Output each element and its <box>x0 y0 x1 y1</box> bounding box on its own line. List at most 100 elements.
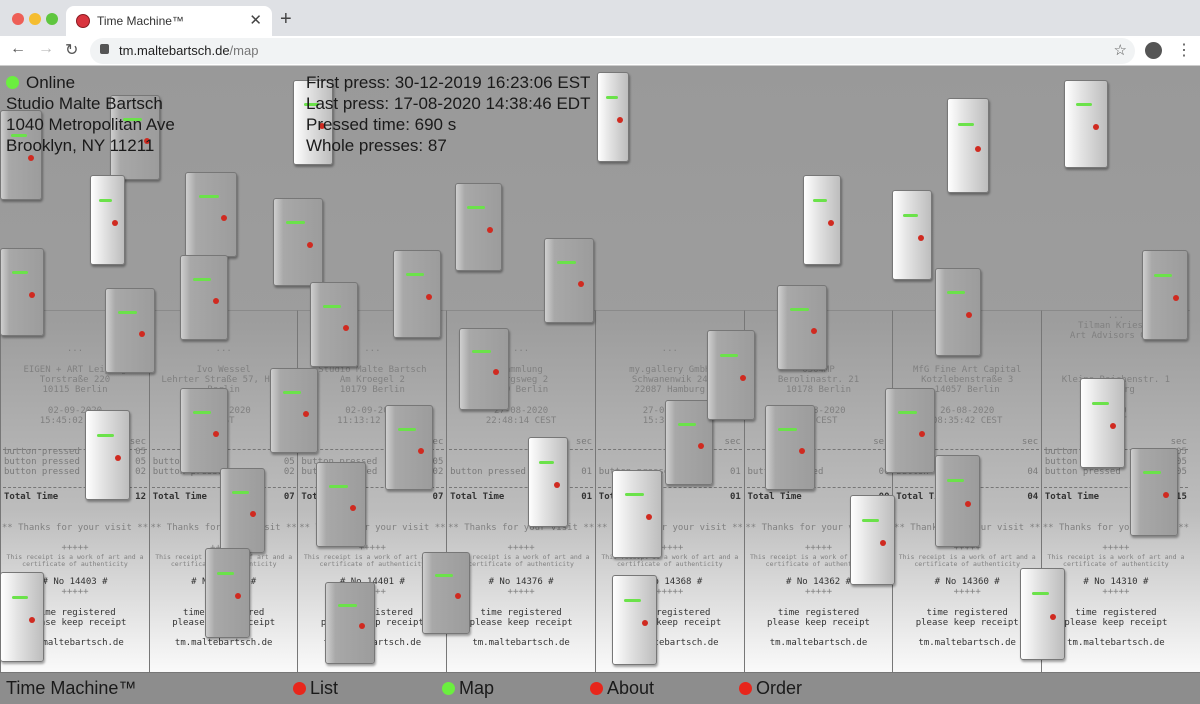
green-led-icon <box>11 133 27 137</box>
time-machine-box-marker[interactable] <box>270 368 318 453</box>
time-machine-box-marker[interactable] <box>90 175 125 265</box>
studio-city: Brooklyn, NY 11211 <box>6 136 155 155</box>
new-tab-button[interactable]: + <box>280 8 292 30</box>
time-machine-box-marker[interactable] <box>316 462 366 547</box>
back-icon[interactable]: ← <box>10 40 26 57</box>
divider <box>300 449 445 450</box>
time-machine-box-marker[interactable] <box>885 388 935 473</box>
receipt-total: Total Time 12 <box>4 492 146 502</box>
window-close-button[interactable] <box>12 13 24 25</box>
receipt-line: please keep receipt <box>1064 618 1168 628</box>
window-minimize-button[interactable] <box>29 13 41 25</box>
time-machine-box-marker[interactable] <box>935 455 980 547</box>
time-machine-box-marker[interactable] <box>765 405 815 490</box>
time-machine-box-marker[interactable] <box>273 198 323 286</box>
time-machine-box-marker[interactable] <box>892 190 932 280</box>
time-machine-box-marker[interactable] <box>310 282 358 367</box>
receipt-line: +++++ <box>953 543 981 553</box>
time-machine-box-marker[interactable] <box>185 172 237 257</box>
time-machine-box-marker[interactable] <box>947 98 989 193</box>
green-led-icon <box>677 422 696 426</box>
time-machine-box-marker[interactable] <box>422 552 470 634</box>
sec-label: sec <box>1170 437 1187 447</box>
green-led-icon <box>538 460 554 464</box>
red-button-icon <box>646 514 653 520</box>
receipt-line: This receipt is a work of art and a <box>750 553 887 561</box>
first-press: First press: 30-12-2019 16:23:06 EST <box>306 73 591 92</box>
time-machine-box-marker[interactable] <box>1142 250 1188 340</box>
time-machine-box-marker[interactable] <box>597 72 629 162</box>
time-machine-box-marker[interactable] <box>665 400 713 485</box>
time-machine-box-marker[interactable] <box>325 582 375 664</box>
receipt-line: please keep receipt <box>915 618 1019 628</box>
time-machine-box-marker[interactable] <box>393 250 441 338</box>
time-machine-box-marker[interactable] <box>85 410 130 500</box>
receipt-line: +++++ <box>61 543 89 553</box>
address-bar[interactable]: tm.maltebartsch.de/map ☆ <box>90 38 1135 64</box>
green-led-icon <box>1142 471 1161 475</box>
time-machine-box-marker[interactable] <box>205 548 250 638</box>
time-machine-box-marker[interactable] <box>0 110 42 200</box>
divider <box>3 487 147 488</box>
receipt-line: certificate of authenticity <box>765 560 872 568</box>
receipt-line: This receipt is a work of art and a <box>452 553 590 561</box>
time-machine-box-marker[interactable] <box>180 255 228 340</box>
window-maximize-button[interactable] <box>46 13 58 25</box>
receipt-line: 02-09-2020 <box>345 406 400 416</box>
receipt-line: 10178 Berlin <box>785 385 852 395</box>
receipt-line: certificate of authenticity <box>319 560 426 568</box>
receipt-line: tm.maltebartsch.de <box>918 638 1016 648</box>
status-dot-icon <box>590 682 603 695</box>
brand-logo[interactable]: Time Machine™ <box>6 678 137 698</box>
time-machine-box-marker[interactable] <box>777 285 827 370</box>
time-machine-box-marker[interactable] <box>459 328 509 410</box>
time-machine-box-marker[interactable] <box>0 572 44 662</box>
receipt-line: This receipt is a work of art and a <box>303 553 441 561</box>
time-machine-box-marker[interactable] <box>180 388 228 473</box>
time-machine-box-marker[interactable] <box>1064 80 1108 168</box>
time-machine-box-marker[interactable] <box>455 183 502 271</box>
time-machine-box-marker[interactable] <box>105 288 155 373</box>
receipt-line: # No 14360 # <box>934 577 1000 587</box>
time-machine-box-marker[interactable] <box>612 575 657 665</box>
time-machine-box-marker[interactable] <box>1080 378 1125 468</box>
nav-order[interactable]: Order <box>739 678 802 699</box>
time-machine-box-marker[interactable] <box>220 468 265 553</box>
green-led-icon <box>947 291 965 295</box>
time-machine-box-marker[interactable] <box>528 437 568 527</box>
browser-tab[interactable]: Time Machine™ ✕ <box>66 6 272 36</box>
tab-close-icon[interactable]: ✕ <box>249 12 262 29</box>
green-led-icon <box>1091 401 1109 405</box>
green-led-icon <box>118 310 138 314</box>
time-machine-box-marker[interactable] <box>1130 448 1178 536</box>
time-machine-box-marker[interactable] <box>0 248 44 336</box>
red-button-icon <box>319 122 326 129</box>
green-led-icon <box>99 198 113 202</box>
receipt-line: This receipt is a work of art and a <box>6 553 144 561</box>
bookmark-star-icon[interactable]: ☆ <box>1113 42 1127 59</box>
time-machine-box-marker[interactable] <box>544 238 594 323</box>
time-machine-box-marker[interactable] <box>110 95 160 180</box>
nav-list[interactable]: List <box>293 678 338 699</box>
time-machine-box-marker[interactable] <box>1020 568 1065 660</box>
time-machine-box-marker[interactable] <box>385 405 433 490</box>
time-machine-box-marker[interactable] <box>850 495 895 585</box>
nav-map[interactable]: Map <box>442 678 494 699</box>
time-machine-box-marker[interactable] <box>935 268 981 356</box>
green-led-icon <box>946 479 964 483</box>
url-text: tm.maltebartsch.de/map <box>119 43 259 58</box>
reload-icon[interactable]: ↻ <box>65 42 79 59</box>
time-machine-box-marker[interactable] <box>803 175 841 265</box>
account-icon[interactable] <box>1145 42 1162 59</box>
forward-icon[interactable]: → <box>38 40 54 57</box>
time-machine-box-marker[interactable] <box>293 80 333 165</box>
time-machine-box-marker[interactable] <box>707 330 755 420</box>
green-led-icon <box>338 603 358 607</box>
menu-icon[interactable]: ⋮ <box>1176 42 1192 59</box>
nav-about[interactable]: About <box>590 678 654 699</box>
receipt-line: my.gallery GmbH <box>629 365 711 375</box>
time-machine-box-marker[interactable] <box>612 470 662 558</box>
receipt-line: certificate of authenticity <box>468 560 574 568</box>
